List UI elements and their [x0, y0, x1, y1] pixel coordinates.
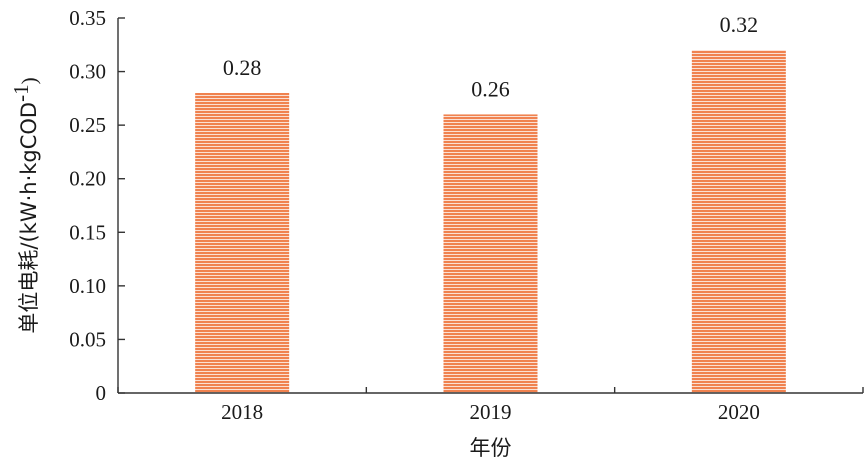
y-tick-label: 0.30 — [69, 60, 106, 84]
y-axis-ticks: 0 0.05 0.10 0.15 0.20 0.25 0.30 0.35 — [69, 6, 125, 405]
y-tick-label: 0 — [96, 381, 107, 405]
x-axis-ticks: 2018 2019 2020 — [117, 387, 864, 424]
y-axis-title-main: 单位电耗/(kW·h·kgCOD — [17, 102, 41, 334]
y-axis-title-close: ) — [17, 77, 41, 84]
data-label-2020: 0.32 — [720, 12, 759, 37]
bar-2020 — [691, 50, 786, 394]
y-tick-label: 0.10 — [69, 274, 106, 298]
bar-2019 — [443, 114, 538, 393]
x-tick-label: 2019 — [470, 400, 512, 424]
bar-2018 — [195, 93, 290, 393]
y-axis-title: 单位电耗/(kW·h·kgCOD-1) — [9, 77, 41, 333]
y-tick-label: 0.05 — [69, 327, 106, 351]
y-tick-label: 0.35 — [69, 6, 106, 30]
data-label-2018: 0.28 — [223, 55, 262, 80]
y-tick-label: 0.20 — [69, 167, 106, 191]
x-tick-label: 2020 — [718, 400, 760, 424]
y-tick-label: 0.15 — [69, 220, 106, 244]
bars-group — [195, 50, 786, 394]
y-tick-label: 0.25 — [69, 113, 106, 137]
y-axis-title-superscript: -1 — [9, 84, 33, 102]
x-tick-label: 2018 — [221, 400, 263, 424]
data-labels-group: 0.28 0.26 0.32 — [223, 12, 758, 101]
data-label-2019: 0.26 — [471, 76, 510, 101]
x-axis-title: 年份 — [470, 436, 512, 460]
